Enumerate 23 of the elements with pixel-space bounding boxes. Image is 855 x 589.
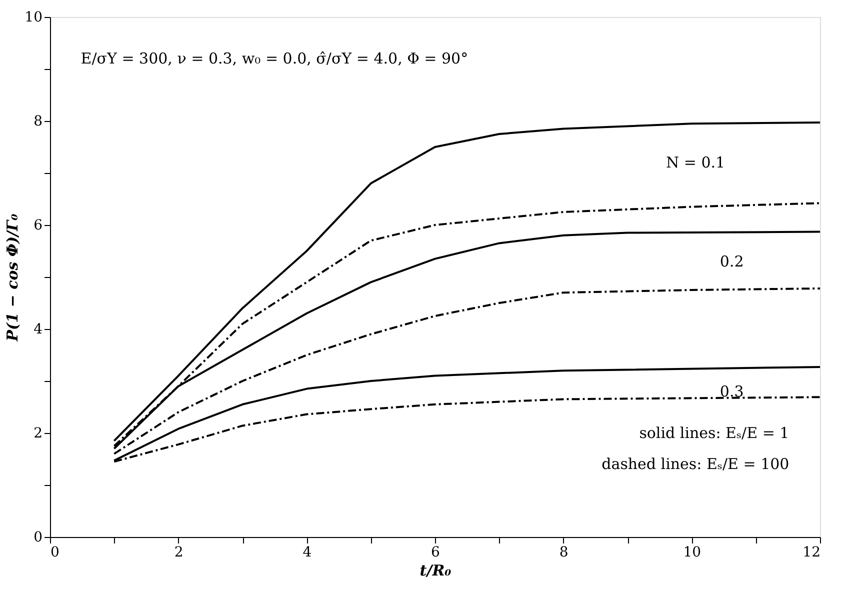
annotation: solid lines: Eₛ/E = 1: [639, 424, 790, 442]
y-tick-label: 8: [34, 114, 42, 130]
line-series: [113, 287, 821, 455]
annotation: N = 0.1: [666, 154, 726, 172]
annotation: E/σY = 300, ν = 0.3, w₀ = 0.0, σ̂/σY = 4.0, Φ = 90°: [80, 50, 468, 68]
x-tick-label: 12: [802, 544, 820, 560]
x-tick-label: 10: [683, 544, 702, 560]
line-series: [113, 122, 821, 442]
y-tick-label: 10: [24, 10, 42, 26]
x-tick-label: 0: [50, 544, 60, 560]
y-tick-label: 2: [34, 426, 42, 442]
y-tick-label: 0: [34, 530, 42, 546]
x-tick-label: 8: [559, 544, 568, 560]
x-tick-label: 6: [431, 544, 440, 560]
annotation: dashed lines: Eₛ/E = 100: [602, 455, 790, 474]
y-tick-label: 6: [34, 218, 43, 234]
y-tick-label: 4: [34, 322, 43, 338]
y-axis-title: P(1 − cos Φ)/Γ₀: [4, 213, 22, 342]
x-tick-label: 4: [302, 544, 312, 560]
x-axis-title: t/R₀: [420, 562, 452, 580]
x-tick-label: 2: [174, 544, 184, 560]
annotation: 0.2: [720, 252, 744, 270]
annotation: 0.3: [720, 382, 744, 400]
